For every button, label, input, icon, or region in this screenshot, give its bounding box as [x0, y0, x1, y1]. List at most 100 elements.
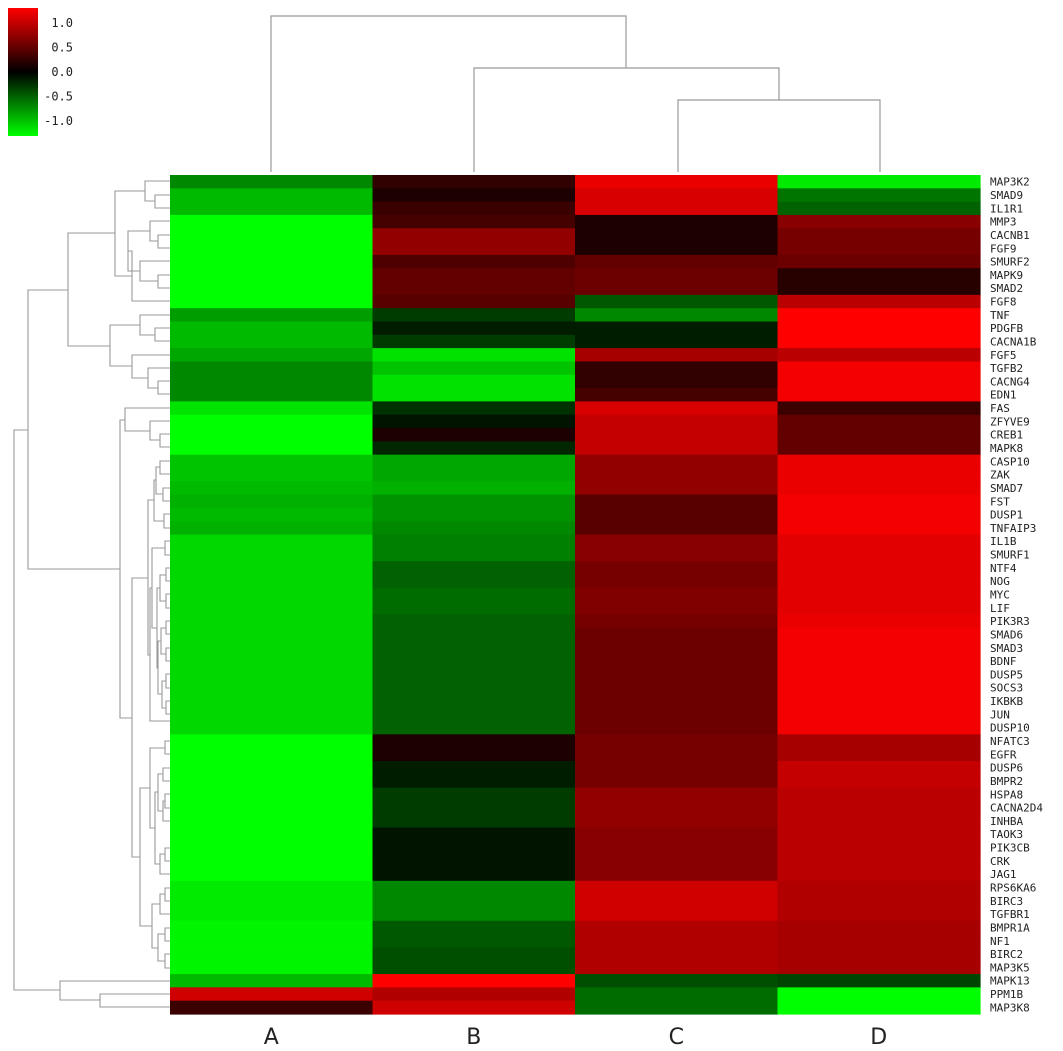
row-dendrogram-branch	[157, 274, 170, 289]
heatmap-cell	[170, 681, 374, 695]
heatmap-cell	[372, 894, 576, 909]
row-dendrogram-branch	[59, 980, 170, 1001]
heatmap-cell	[777, 467, 981, 482]
heatmap-cell	[372, 175, 576, 189]
heatmap-cell	[372, 374, 576, 389]
heatmap-cell	[575, 587, 779, 602]
heatmap-cell	[170, 934, 374, 949]
heatmap-cell	[575, 707, 779, 722]
column-dendrogram-branch	[270, 15, 627, 172]
heatmap-cell	[170, 747, 374, 762]
heatmap-cell	[575, 294, 779, 309]
heatmap-cell	[170, 201, 374, 216]
row-label: BIRC3	[990, 895, 1023, 908]
heatmap-cell	[777, 241, 981, 256]
heatmap-cell	[575, 308, 779, 323]
row-dendrogram-branch	[109, 324, 140, 367]
row-label: CACNA1B	[990, 335, 1037, 348]
color-legend: 1.0 0.5 0.0 -0.5 -1.0	[8, 8, 73, 136]
row-label: FGF9	[990, 242, 1017, 255]
heatmap-cell	[575, 934, 779, 949]
heatmap-cell	[170, 627, 374, 642]
heatmap-cell	[575, 1000, 779, 1015]
heatmap-cell	[777, 760, 981, 775]
heatmap-cell	[777, 627, 981, 642]
row-label: TAOK3	[990, 828, 1023, 841]
column-label: A	[264, 1025, 279, 1050]
heatmap-cell	[170, 321, 374, 336]
heatmap-cell	[777, 827, 981, 842]
heatmap-cell	[575, 188, 779, 203]
heatmap-cell	[372, 747, 576, 762]
heatmap-cell	[777, 934, 981, 949]
heatmap-cell	[575, 827, 779, 842]
heatmap-cell	[372, 561, 576, 576]
heatmap-cell	[170, 388, 374, 402]
row-label: PPM1B	[990, 988, 1023, 1001]
heatmap-cell	[372, 960, 576, 975]
heatmap-cell	[372, 641, 576, 656]
heatmap-cell	[170, 787, 374, 802]
heatmap-cell	[170, 268, 374, 283]
heatmap-cell	[777, 694, 981, 709]
column-label: D	[870, 1025, 887, 1050]
row-label: MAP3K8	[990, 1001, 1030, 1014]
row-label: EGFR	[990, 748, 1017, 761]
heatmap-cell	[777, 907, 981, 922]
heatmap-cell	[170, 840, 374, 855]
heatmap-cell	[170, 867, 374, 882]
row-label: CACNG4	[990, 375, 1030, 388]
heatmap-cell	[170, 814, 374, 829]
row-label: SMAD7	[990, 482, 1023, 495]
heatmap-cell	[372, 947, 576, 962]
heatmap-cell	[777, 601, 981, 616]
heatmap-cell	[372, 667, 576, 682]
heatmap-cell	[777, 800, 981, 815]
heatmap-cell	[170, 1000, 374, 1015]
heatmap-cell	[170, 534, 374, 549]
heatmap-cell	[372, 494, 576, 509]
heatmap-cell	[170, 587, 374, 602]
heatmap-cell	[777, 1000, 981, 1015]
heatmap-cell	[575, 175, 779, 189]
row-dendrogram-branch	[162, 767, 170, 782]
row-dendrogram-branch	[165, 673, 170, 689]
heatmap-cell	[170, 361, 374, 376]
row-dendrogram-branch	[119, 419, 132, 719]
heatmap-cell	[170, 721, 374, 735]
row-dendrogram-branch	[157, 234, 170, 249]
heatmap-cell	[372, 694, 576, 709]
heatmap-cell	[777, 840, 981, 855]
heatmap-cell	[777, 228, 981, 243]
heatmap-cell	[170, 707, 374, 722]
heatmap-cell	[372, 268, 576, 283]
row-label: MAPK9	[990, 269, 1023, 282]
heatmap-cell	[372, 907, 576, 922]
heatmap-cell	[777, 281, 981, 296]
heatmap-cell	[372, 1000, 576, 1015]
heatmap-cell	[575, 574, 779, 589]
heatmap-cell	[777, 188, 981, 203]
heatmap-cell	[372, 254, 576, 269]
heatmap-cell	[170, 175, 374, 189]
row-label: DUSP5	[990, 668, 1023, 681]
row-dendrogram-branch	[157, 933, 165, 962]
heatmap-cell	[170, 214, 374, 229]
heatmap-cell	[777, 920, 981, 935]
heatmap-cell	[372, 308, 576, 323]
row-dendrogram-branch	[160, 627, 166, 655]
row-label: MYC	[990, 589, 1010, 602]
heatmap-cell	[170, 547, 374, 562]
row-label: MAP3K5	[990, 961, 1030, 974]
heatmap-cell	[372, 827, 576, 842]
row-dendrogram-branch	[164, 740, 170, 755]
row-dendrogram-branch	[164, 953, 170, 969]
heatmap-cell	[372, 201, 576, 216]
heatmap-cell	[575, 787, 779, 802]
row-dendrogram-branch	[162, 800, 170, 822]
heatmap-cell	[372, 854, 576, 869]
heatmap-cell	[575, 614, 779, 629]
row-label: MMP3	[990, 216, 1017, 229]
heatmap-cell	[372, 800, 576, 815]
heatmap-cell	[575, 441, 779, 456]
